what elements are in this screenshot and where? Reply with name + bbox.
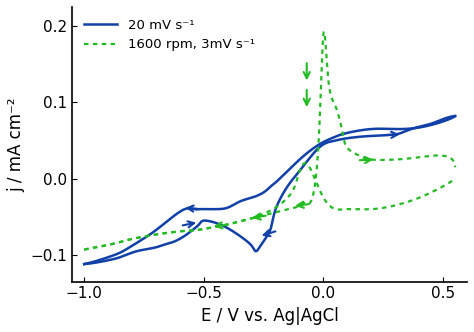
X-axis label: E / V vs. Ag|AgCl: E / V vs. Ag|AgCl xyxy=(201,307,338,325)
Legend: 20 mV s⁻¹, 1600 rpm, 3mV s⁻¹: 20 mV s⁻¹, 1600 rpm, 3mV s⁻¹ xyxy=(79,14,260,57)
Y-axis label: j / mA cm⁻²: j / mA cm⁻² xyxy=(7,97,25,192)
